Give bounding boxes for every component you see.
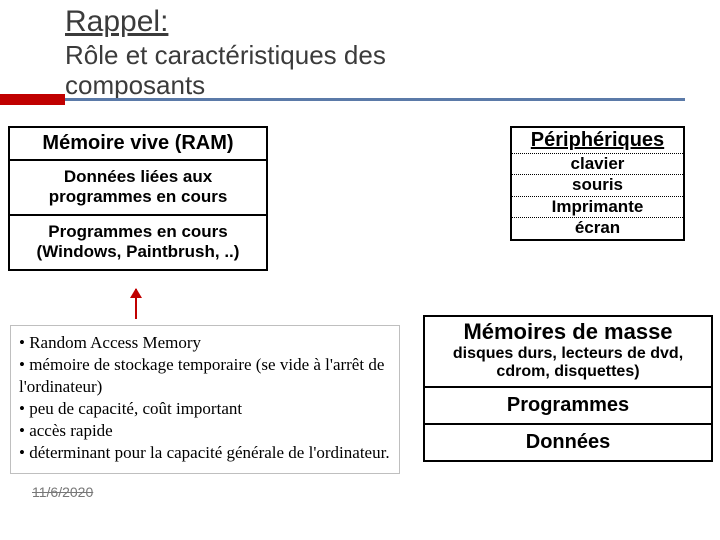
title-underline	[65, 98, 685, 101]
note-bullet: • accès rapide	[19, 420, 391, 442]
peripherals-header: Périphériques	[512, 128, 683, 153]
accent-bar	[0, 94, 65, 105]
notes-box: • Random Access Memory • mémoire de stoc…	[10, 325, 400, 474]
mass-row-1: Programmes	[425, 386, 711, 423]
peripheral-item: écran	[512, 217, 683, 238]
ram-row-2: Programmes en cours (Windows, Paintbrush…	[10, 214, 266, 269]
mass-storage-box: Mémoires de masse disques durs, lecteurs…	[423, 315, 713, 462]
title-block: Rappel: Rôle et caractéristiques des com…	[65, 5, 505, 101]
peripherals-box: Périphériques clavier souris Imprimante …	[510, 126, 685, 241]
note-bullet: • mémoire de stockage temporaire (se vid…	[19, 354, 391, 398]
peripheral-item: Imprimante	[512, 196, 683, 217]
mass-row-2: Données	[425, 423, 711, 460]
note-bullet: • peu de capacité, coût important	[19, 398, 391, 420]
note-bullet: • déterminant pour la capacité générale …	[19, 442, 391, 464]
mass-header: Mémoires de masse	[425, 317, 711, 345]
peripheral-item: clavier	[512, 153, 683, 174]
peripheral-item: souris	[512, 174, 683, 195]
ram-header: Mémoire vive (RAM)	[10, 128, 266, 159]
note-bullet: • Random Access Memory	[19, 332, 391, 354]
title-line-2: Rôle et caractéristiques des composants	[65, 41, 505, 101]
mass-subtitle: disques durs, lecteurs de dvd, cdrom, di…	[425, 345, 711, 386]
date-overlay: 11/6/2020	[32, 484, 93, 500]
title-line-1: Rappel:	[65, 5, 505, 39]
ram-row-1: Données liées aux programmes en cours	[10, 159, 266, 214]
ram-box: Mémoire vive (RAM) Données liées aux pro…	[8, 126, 268, 271]
